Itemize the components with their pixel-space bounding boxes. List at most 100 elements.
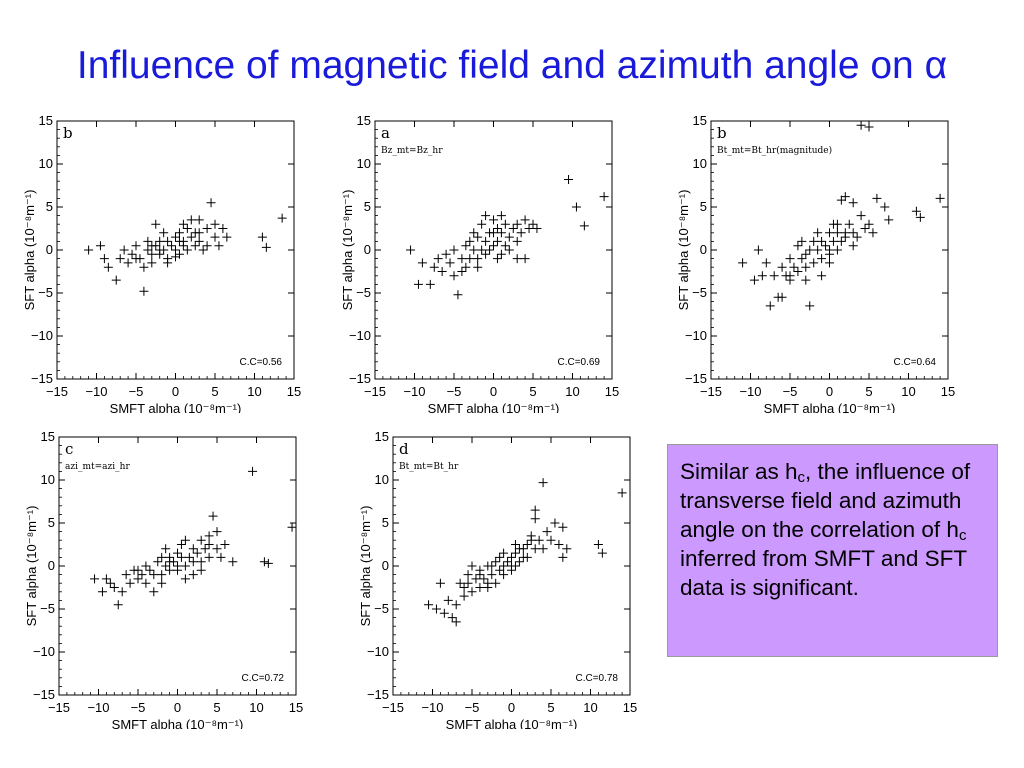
data-point: [406, 245, 416, 255]
data-point: [562, 544, 572, 554]
scatter-plot-b-unconstrained: −15 −10 −5 0 5 10 15 −15 −10 −5 0 5 10 15 SMFT alpha (…: [22, 108, 322, 413]
data-point: [139, 262, 149, 272]
slide-title: Influence of magnetic field and azimuth …: [76, 44, 948, 87]
data-point: [777, 262, 787, 272]
data-point: [202, 241, 212, 251]
data-point: [196, 565, 206, 575]
data-point: [738, 258, 748, 268]
x-tick-label: −5: [447, 384, 462, 399]
data-point: [789, 262, 799, 272]
data-point: [180, 561, 190, 571]
data-point: [503, 557, 513, 567]
data-point: [911, 206, 921, 216]
data-point: [465, 254, 475, 264]
x-tick-label: 15: [289, 700, 303, 715]
y-tick-label: −15: [349, 371, 371, 386]
data-point: [171, 252, 180, 262]
x-tick-label: 5: [547, 700, 554, 715]
data-point: [163, 236, 173, 246]
x-tick-label: 10: [247, 384, 261, 399]
data-point: [550, 518, 560, 528]
data-point: [520, 215, 530, 225]
x-tick-label: 10: [249, 700, 263, 715]
data-point: [182, 245, 192, 255]
data-point: [145, 565, 155, 575]
data-point: [915, 212, 925, 222]
scatter-plot-b-bt-magnitude: −15 −10 −5 0 5 10 15 −15 −10 −5 0 5 10 15 SMFT alpha (…: [676, 108, 976, 413]
y-tick-label: 0: [382, 558, 389, 573]
x-tick-label: −10: [403, 384, 425, 399]
data-point: [151, 219, 161, 229]
data-point: [178, 241, 188, 251]
data-point: [263, 558, 273, 568]
y-tick-label: −5: [38, 285, 53, 300]
data-point: [248, 466, 258, 476]
panel-label: a: [381, 124, 390, 142]
x-tick-label: 5: [529, 384, 536, 399]
data-point: [445, 258, 455, 268]
data-point: [593, 540, 603, 549]
data-point: [809, 258, 819, 268]
data-point: [167, 241, 177, 251]
x-tick-label: −10: [87, 700, 109, 715]
data-point: [210, 232, 220, 242]
y-tick-label: 10: [375, 472, 389, 487]
y-tick-label: 5: [46, 199, 53, 214]
data-point: [813, 228, 823, 238]
data-point: [131, 254, 141, 264]
data-point: [95, 241, 105, 251]
x-axis-label: SMFT alpha (10⁻⁸m⁻¹): [764, 401, 896, 413]
data-point: [287, 522, 297, 532]
data-point: [832, 245, 842, 255]
data-point: [793, 267, 803, 276]
scatter-plot-a-bz: −15 −10 −5 0 5 10 15 −15 −10 −5 0 5 10 15 SMFT alpha (…: [340, 108, 640, 413]
data-point: [206, 198, 216, 208]
y-tick-label: −5: [40, 601, 55, 616]
data-point: [449, 271, 459, 281]
x-tick-label: 0: [172, 384, 179, 399]
data-point: [475, 583, 485, 592]
x-tick-label: −15: [382, 700, 404, 715]
y-tick-label: −15: [685, 371, 707, 386]
summary-callout-box: Similar as hc, the influence of transver…: [667, 444, 998, 657]
data-point: [801, 249, 811, 259]
y-tick-label: 15: [693, 113, 707, 128]
y-tick-label: 5: [48, 515, 55, 530]
data-point: [147, 258, 157, 268]
data-point: [413, 279, 423, 289]
x-axis-label: SMFT alpha (10⁻⁸m⁻¹): [110, 401, 242, 413]
data-point: [530, 505, 540, 515]
data-point: [443, 595, 453, 605]
panel-subtitle: Bt_mt=Bt_hr(magnitude): [717, 145, 832, 156]
x-tick-label: 0: [508, 700, 515, 715]
data-point: [447, 613, 457, 623]
data-point: [785, 271, 795, 281]
data-point: [496, 211, 506, 221]
y-tick-label: 15: [357, 113, 371, 128]
y-tick-label: 0: [46, 242, 53, 257]
correlation-coefficient-label: C.C=0.56: [239, 357, 282, 368]
data-point: [196, 557, 206, 567]
data-point: [534, 535, 544, 545]
y-tick-label: −10: [31, 328, 53, 343]
data-point: [178, 219, 188, 229]
data-point: [492, 254, 502, 264]
data-point: [453, 290, 463, 300]
data-point: [813, 245, 823, 255]
data-point: [483, 583, 493, 592]
data-point: [455, 578, 465, 588]
data-point: [518, 544, 528, 554]
data-point: [510, 540, 520, 549]
data-point: [496, 249, 506, 259]
y-tick-label: −15: [367, 687, 389, 702]
data-point: [194, 236, 204, 246]
data-point: [797, 254, 807, 264]
data-point: [176, 540, 186, 549]
x-axis-label: SMFT alpha (10⁻⁸m⁻¹): [446, 717, 578, 729]
scatter-plot-c-azimuth: −15 −10 −5 0 5 10 15 −15 −10 −5 0 5 10 15 SMFT alpha (…: [24, 424, 324, 729]
data-point: [180, 535, 190, 545]
data-point: [123, 258, 133, 268]
correlation-coefficient-label: C.C=0.69: [557, 357, 600, 368]
data-point: [139, 286, 149, 296]
data-point: [429, 262, 439, 272]
